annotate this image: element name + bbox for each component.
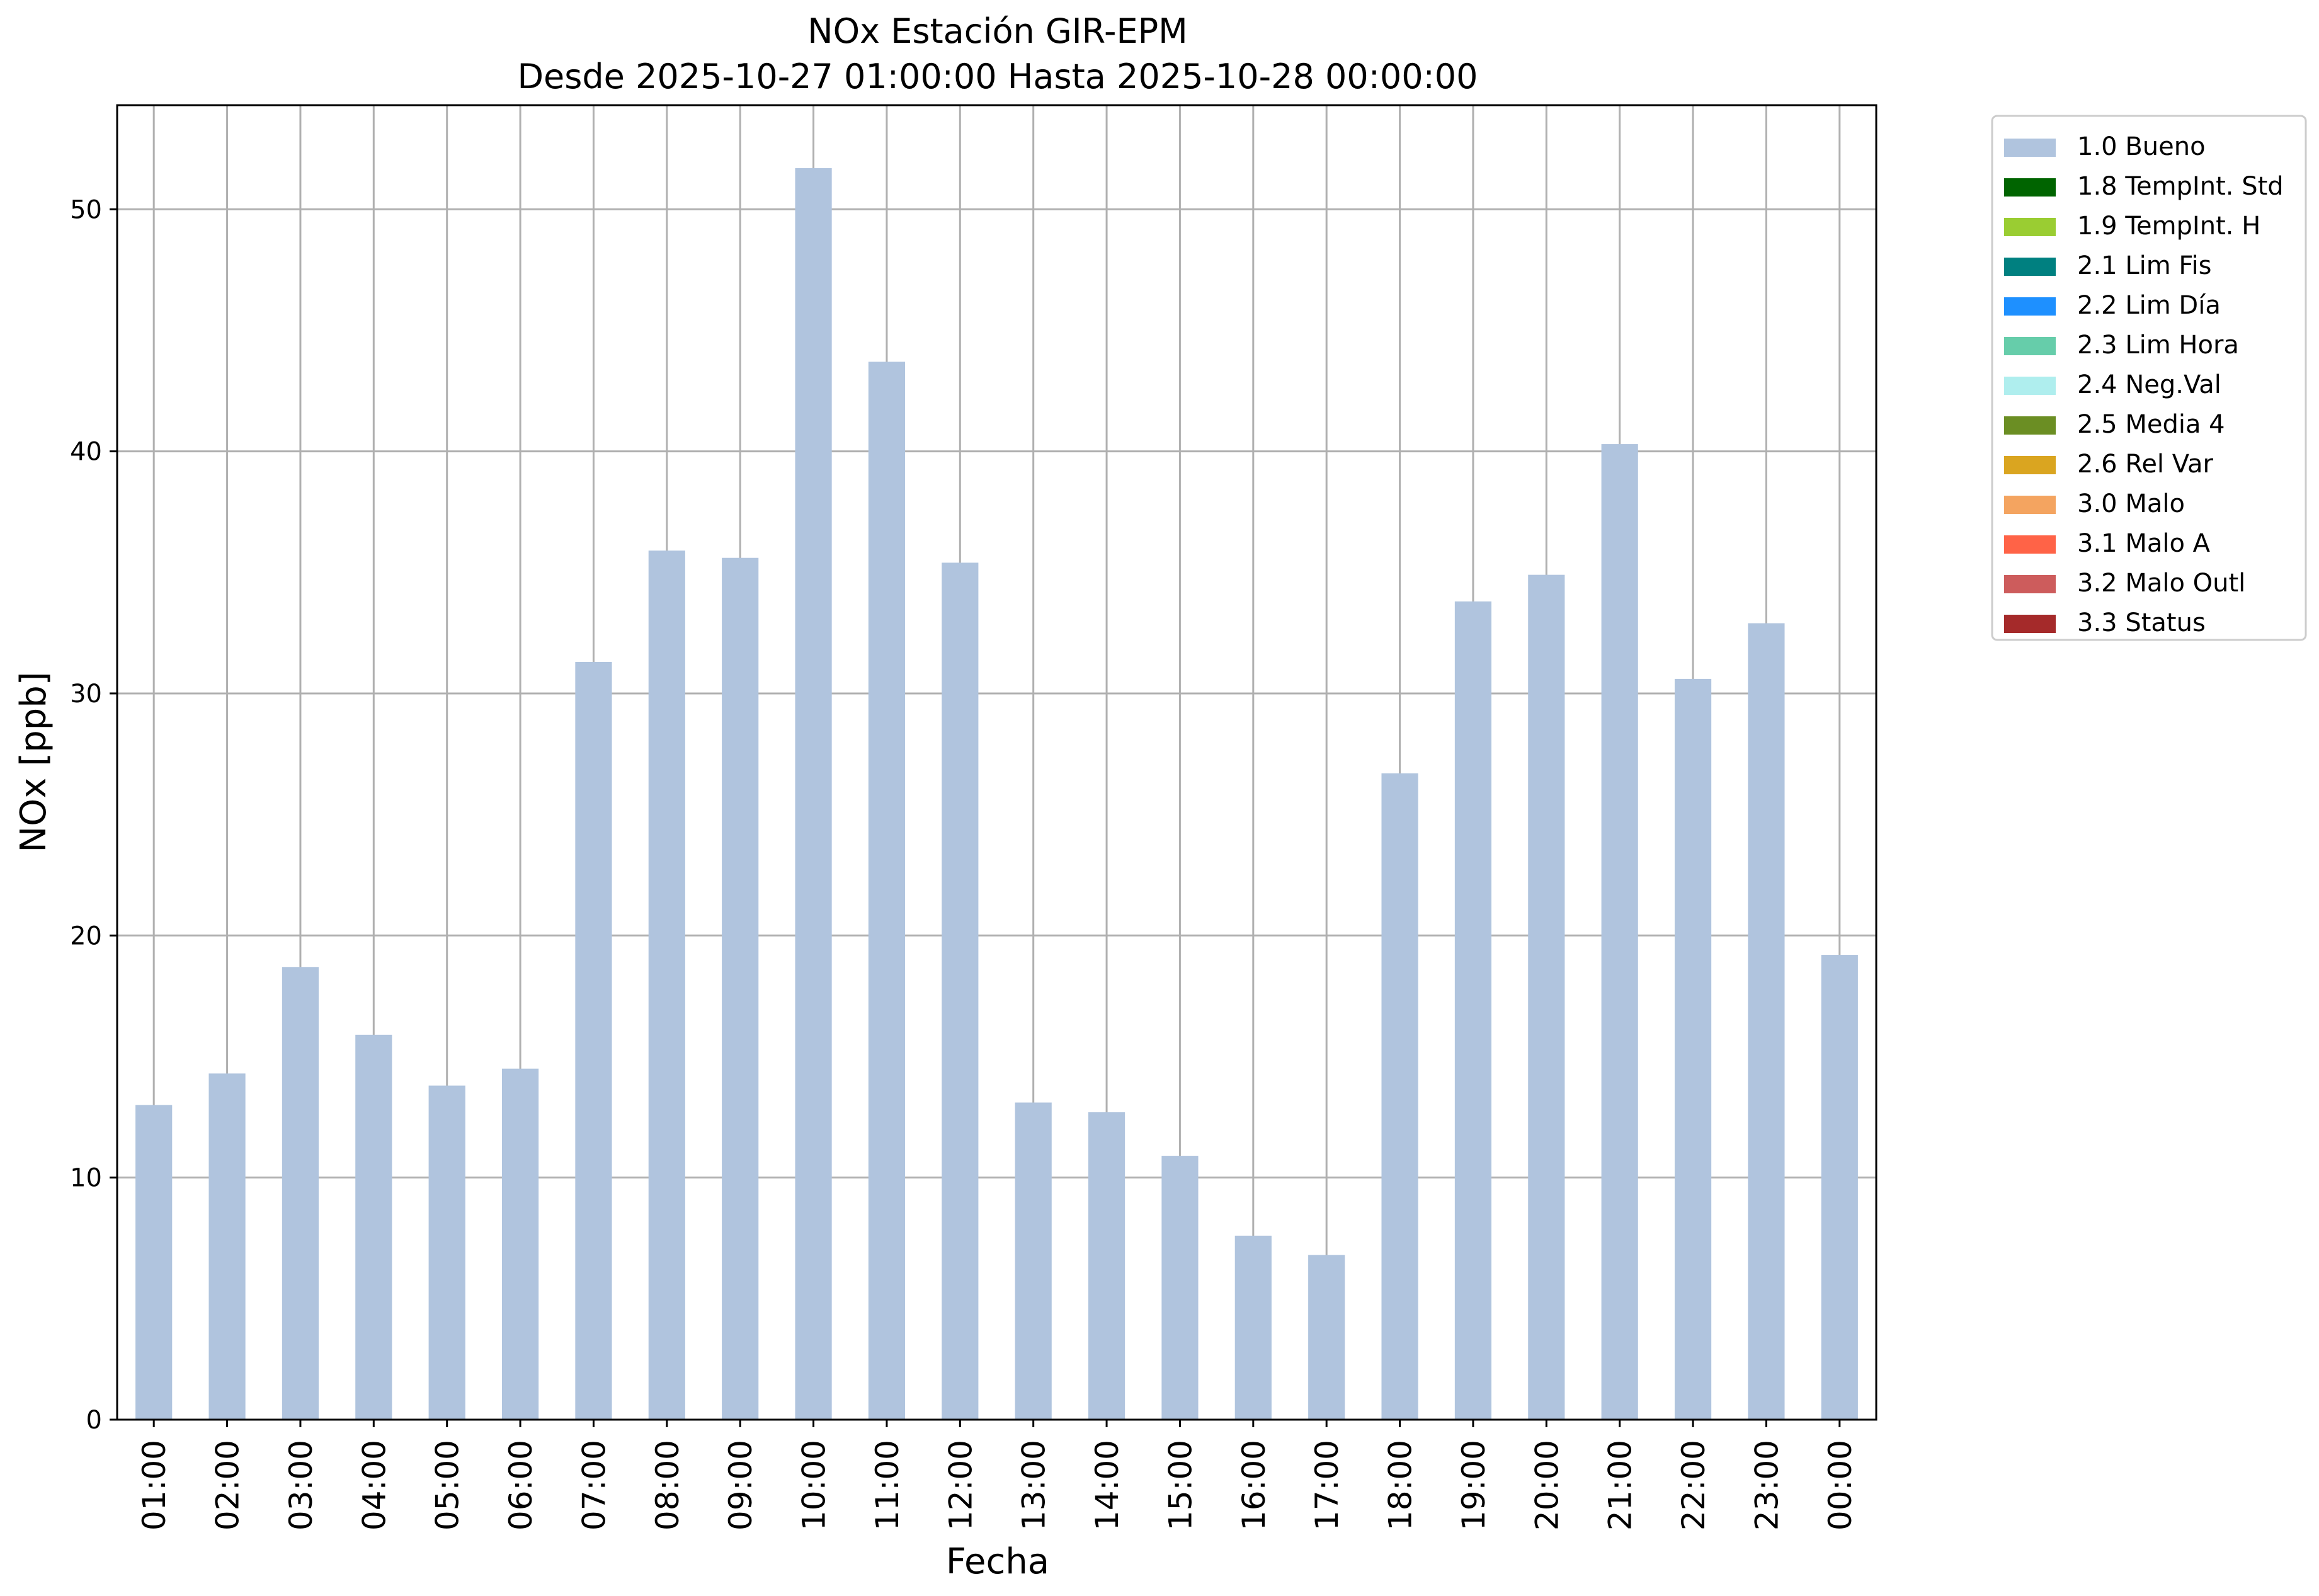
legend-label: 2.5 Media 4 xyxy=(2077,410,2225,439)
legend-swatch xyxy=(2004,178,2056,197)
legend-swatch xyxy=(2004,416,2056,435)
x-tick-label: 05:00 xyxy=(430,1440,466,1530)
x-tick-label: 10:00 xyxy=(796,1440,833,1530)
legend-label: 1.0 Bueno xyxy=(2077,132,2206,161)
x-tick-label: 09:00 xyxy=(722,1440,759,1530)
bar xyxy=(942,562,979,1420)
x-tick-label: 19:00 xyxy=(1456,1440,1492,1530)
legend-swatch xyxy=(2004,535,2056,554)
bar xyxy=(135,1105,173,1420)
y-tick-label: 20 xyxy=(70,921,102,950)
x-tick-label: 15:00 xyxy=(1162,1440,1199,1530)
bar xyxy=(1308,1255,1345,1420)
legend-swatch xyxy=(2004,575,2056,593)
bar xyxy=(1821,955,1858,1420)
bar xyxy=(868,362,906,1420)
x-tick-label: 08:00 xyxy=(649,1440,686,1530)
legend-label: 2.2 Lim Día xyxy=(2077,291,2221,320)
bar xyxy=(282,967,319,1420)
legend-label: 2.1 Lim Fis xyxy=(2077,251,2211,280)
legend-swatch xyxy=(2004,297,2056,316)
y-tick-label: 40 xyxy=(70,438,102,467)
legend-swatch xyxy=(2004,139,2056,157)
x-tick-label: 07:00 xyxy=(576,1440,612,1530)
bar xyxy=(1748,623,1785,1420)
legend-label: 3.0 Malo xyxy=(2077,489,2185,518)
legend-label: 2.6 Rel Var xyxy=(2077,450,2214,479)
x-tick-label: 20:00 xyxy=(1529,1440,1565,1530)
x-tick-label: 03:00 xyxy=(283,1440,319,1530)
legend-swatch xyxy=(2004,258,2056,276)
legend-swatch xyxy=(2004,377,2056,395)
bar xyxy=(1381,773,1418,1420)
legend-label: 2.3 Lim Hora xyxy=(2077,331,2239,360)
legend-label: 1.9 TempInt. H xyxy=(2077,212,2260,241)
y-axis-label: NOx [ppb] xyxy=(13,671,54,852)
x-tick-label: 21:00 xyxy=(1602,1440,1639,1530)
bar xyxy=(1161,1156,1199,1420)
bar xyxy=(795,168,832,1420)
y-tick-label: 10 xyxy=(70,1164,102,1193)
bar xyxy=(1234,1235,1272,1420)
legend-label: 3.1 Malo A xyxy=(2077,529,2211,558)
bar xyxy=(1088,1112,1125,1420)
legend-label: 3.3 Status xyxy=(2077,608,2206,637)
chart-title: NOx Estación GIR-EPM xyxy=(807,11,1188,51)
y-tick-label: 30 xyxy=(70,680,102,709)
bar xyxy=(1601,444,1638,1420)
x-tick-label: 13:00 xyxy=(1016,1440,1052,1530)
legend-frame xyxy=(1991,115,2307,641)
x-tick-label: 18:00 xyxy=(1382,1440,1419,1530)
bars xyxy=(135,168,1858,1420)
x-tick-label: 11:00 xyxy=(869,1440,906,1530)
x-tick-label: 12:00 xyxy=(942,1440,979,1530)
legend-swatch xyxy=(2004,456,2056,474)
legend-swatch xyxy=(2004,615,2056,633)
y-tick-label: 50 xyxy=(70,195,102,224)
x-axis-label: Fecha xyxy=(946,1541,1049,1582)
bar xyxy=(1528,574,1565,1420)
axis-ticks: 0 10 20 30 40 50 01:00 02:00 03:00 04:00 05:00 06:0… xyxy=(70,195,1859,1530)
legend-label: 3.2 Malo Outl xyxy=(2077,569,2245,598)
legend-swatch xyxy=(2004,337,2056,355)
x-tick-label: 16:00 xyxy=(1236,1440,1272,1530)
x-tick-label: 02:00 xyxy=(210,1440,246,1530)
legend-label: 2.4 Neg.Val xyxy=(2077,370,2221,399)
y-tick-label: 0 xyxy=(86,1406,102,1435)
bar xyxy=(428,1085,465,1420)
bar xyxy=(722,557,759,1420)
legend-swatch xyxy=(2004,218,2056,236)
chart-subtitle: Desde 2025-10-27 01:00:00 Hasta 2025-10-… xyxy=(517,57,1478,96)
bar xyxy=(648,550,685,1420)
plot-frame xyxy=(116,104,1877,1421)
bar xyxy=(355,1034,392,1420)
x-tick-label: 00:00 xyxy=(1822,1440,1859,1530)
bar xyxy=(208,1073,246,1420)
x-tick-label: 17:00 xyxy=(1309,1440,1345,1530)
x-tick-label: 14:00 xyxy=(1089,1440,1125,1530)
bar xyxy=(575,661,612,1420)
bar xyxy=(1674,678,1712,1420)
legend-swatch xyxy=(2004,496,2056,514)
bar xyxy=(501,1068,539,1420)
x-tick-label: 23:00 xyxy=(1748,1440,1785,1530)
legend: 1.0 Bueno 1.8 TempInt. Std 1.9 TempInt. H 2… xyxy=(1991,115,2307,641)
x-tick-label: 06:00 xyxy=(503,1440,539,1530)
x-tick-label: 01:00 xyxy=(136,1440,173,1530)
x-tick-label: 22:00 xyxy=(1675,1440,1712,1530)
legend-label: 1.8 TempInt. Std xyxy=(2077,172,2284,201)
bar xyxy=(1454,601,1492,1420)
x-tick-label: 04:00 xyxy=(356,1440,392,1530)
bar xyxy=(1015,1102,1052,1420)
